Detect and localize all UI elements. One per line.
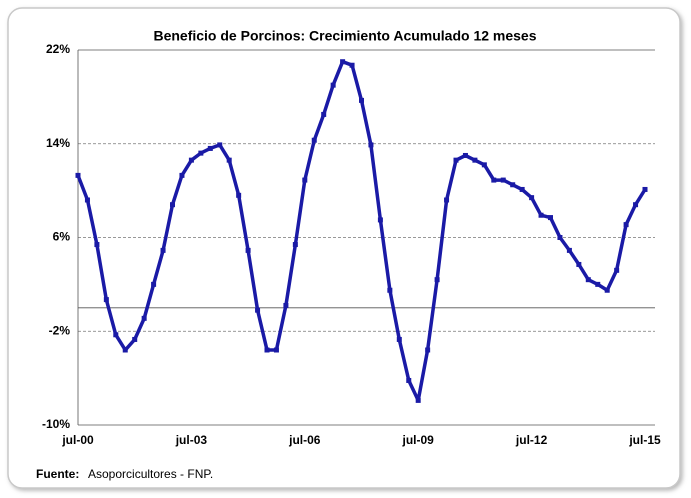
- x-tick-label: jul-09: [402, 433, 435, 447]
- y-tick-label: 6%: [53, 230, 71, 244]
- marker: [340, 59, 346, 65]
- marker: [273, 347, 279, 353]
- marker: [415, 397, 421, 403]
- x-tick-label: jul-12: [515, 433, 548, 447]
- marker: [160, 247, 166, 253]
- marker: [292, 242, 298, 248]
- marker: [122, 347, 128, 353]
- marker: [557, 235, 563, 240]
- marker: [566, 247, 572, 253]
- marker: [75, 172, 81, 178]
- marker: [245, 247, 251, 253]
- marker: [481, 162, 487, 168]
- marker: [283, 302, 289, 308]
- marker: [359, 97, 364, 103]
- y-tick-label: -2%: [49, 323, 71, 337]
- marker: [576, 261, 582, 267]
- marker: [462, 152, 468, 158]
- marker: [198, 150, 204, 156]
- marker: [604, 287, 610, 293]
- marker: [207, 145, 213, 151]
- marker: [444, 197, 450, 203]
- frame: [7, 7, 681, 489]
- marker: [84, 197, 90, 203]
- marker: [425, 347, 431, 353]
- marker: [529, 195, 535, 201]
- y-tick-label: -10%: [42, 417, 70, 431]
- marker: [179, 172, 185, 178]
- marker: [330, 82, 336, 88]
- marker: [377, 217, 383, 223]
- marker: [642, 186, 648, 192]
- marker: [406, 377, 412, 383]
- source: Asoporcicultores - FNP.: [88, 467, 213, 481]
- marker: [538, 212, 544, 218]
- marker: [103, 297, 109, 303]
- y-tick-label: 14%: [46, 136, 70, 150]
- source-label: Fuente:: [36, 467, 79, 481]
- marker: [311, 137, 317, 143]
- marker: [434, 277, 440, 283]
- marker: [226, 157, 232, 163]
- marker: [453, 157, 459, 163]
- chart-title: Beneficio de Porcinos: Crecimiento Acumu…: [153, 28, 536, 44]
- marker: [349, 62, 355, 68]
- marker: [387, 287, 393, 293]
- marker: [264, 347, 270, 353]
- marker: [368, 142, 374, 148]
- marker: [595, 281, 601, 287]
- marker: [510, 182, 516, 188]
- x-tick-label: jul-15: [628, 433, 661, 447]
- marker: [585, 277, 591, 283]
- marker: [500, 177, 506, 183]
- marker: [321, 111, 327, 117]
- marker: [302, 177, 308, 183]
- y-tick-label: 22%: [46, 42, 70, 56]
- x-tick-label: jul-03: [175, 433, 208, 447]
- marker: [519, 186, 525, 192]
- marker: [113, 332, 119, 338]
- marker: [170, 202, 175, 208]
- marker: [472, 157, 478, 163]
- marker: [236, 192, 242, 198]
- marker: [217, 142, 223, 148]
- x-tick-label: jul-06: [288, 433, 321, 447]
- x-tick-label: jul-00: [61, 433, 94, 447]
- marker: [548, 215, 553, 221]
- marker: [491, 177, 497, 183]
- marker: [396, 336, 402, 342]
- marker: [633, 202, 639, 208]
- marker: [255, 307, 261, 313]
- marker: [132, 336, 138, 342]
- marker: [151, 281, 157, 287]
- marker: [188, 157, 194, 163]
- marker: [141, 315, 147, 321]
- marker: [623, 222, 629, 228]
- marker: [614, 267, 620, 273]
- marker: [94, 242, 100, 248]
